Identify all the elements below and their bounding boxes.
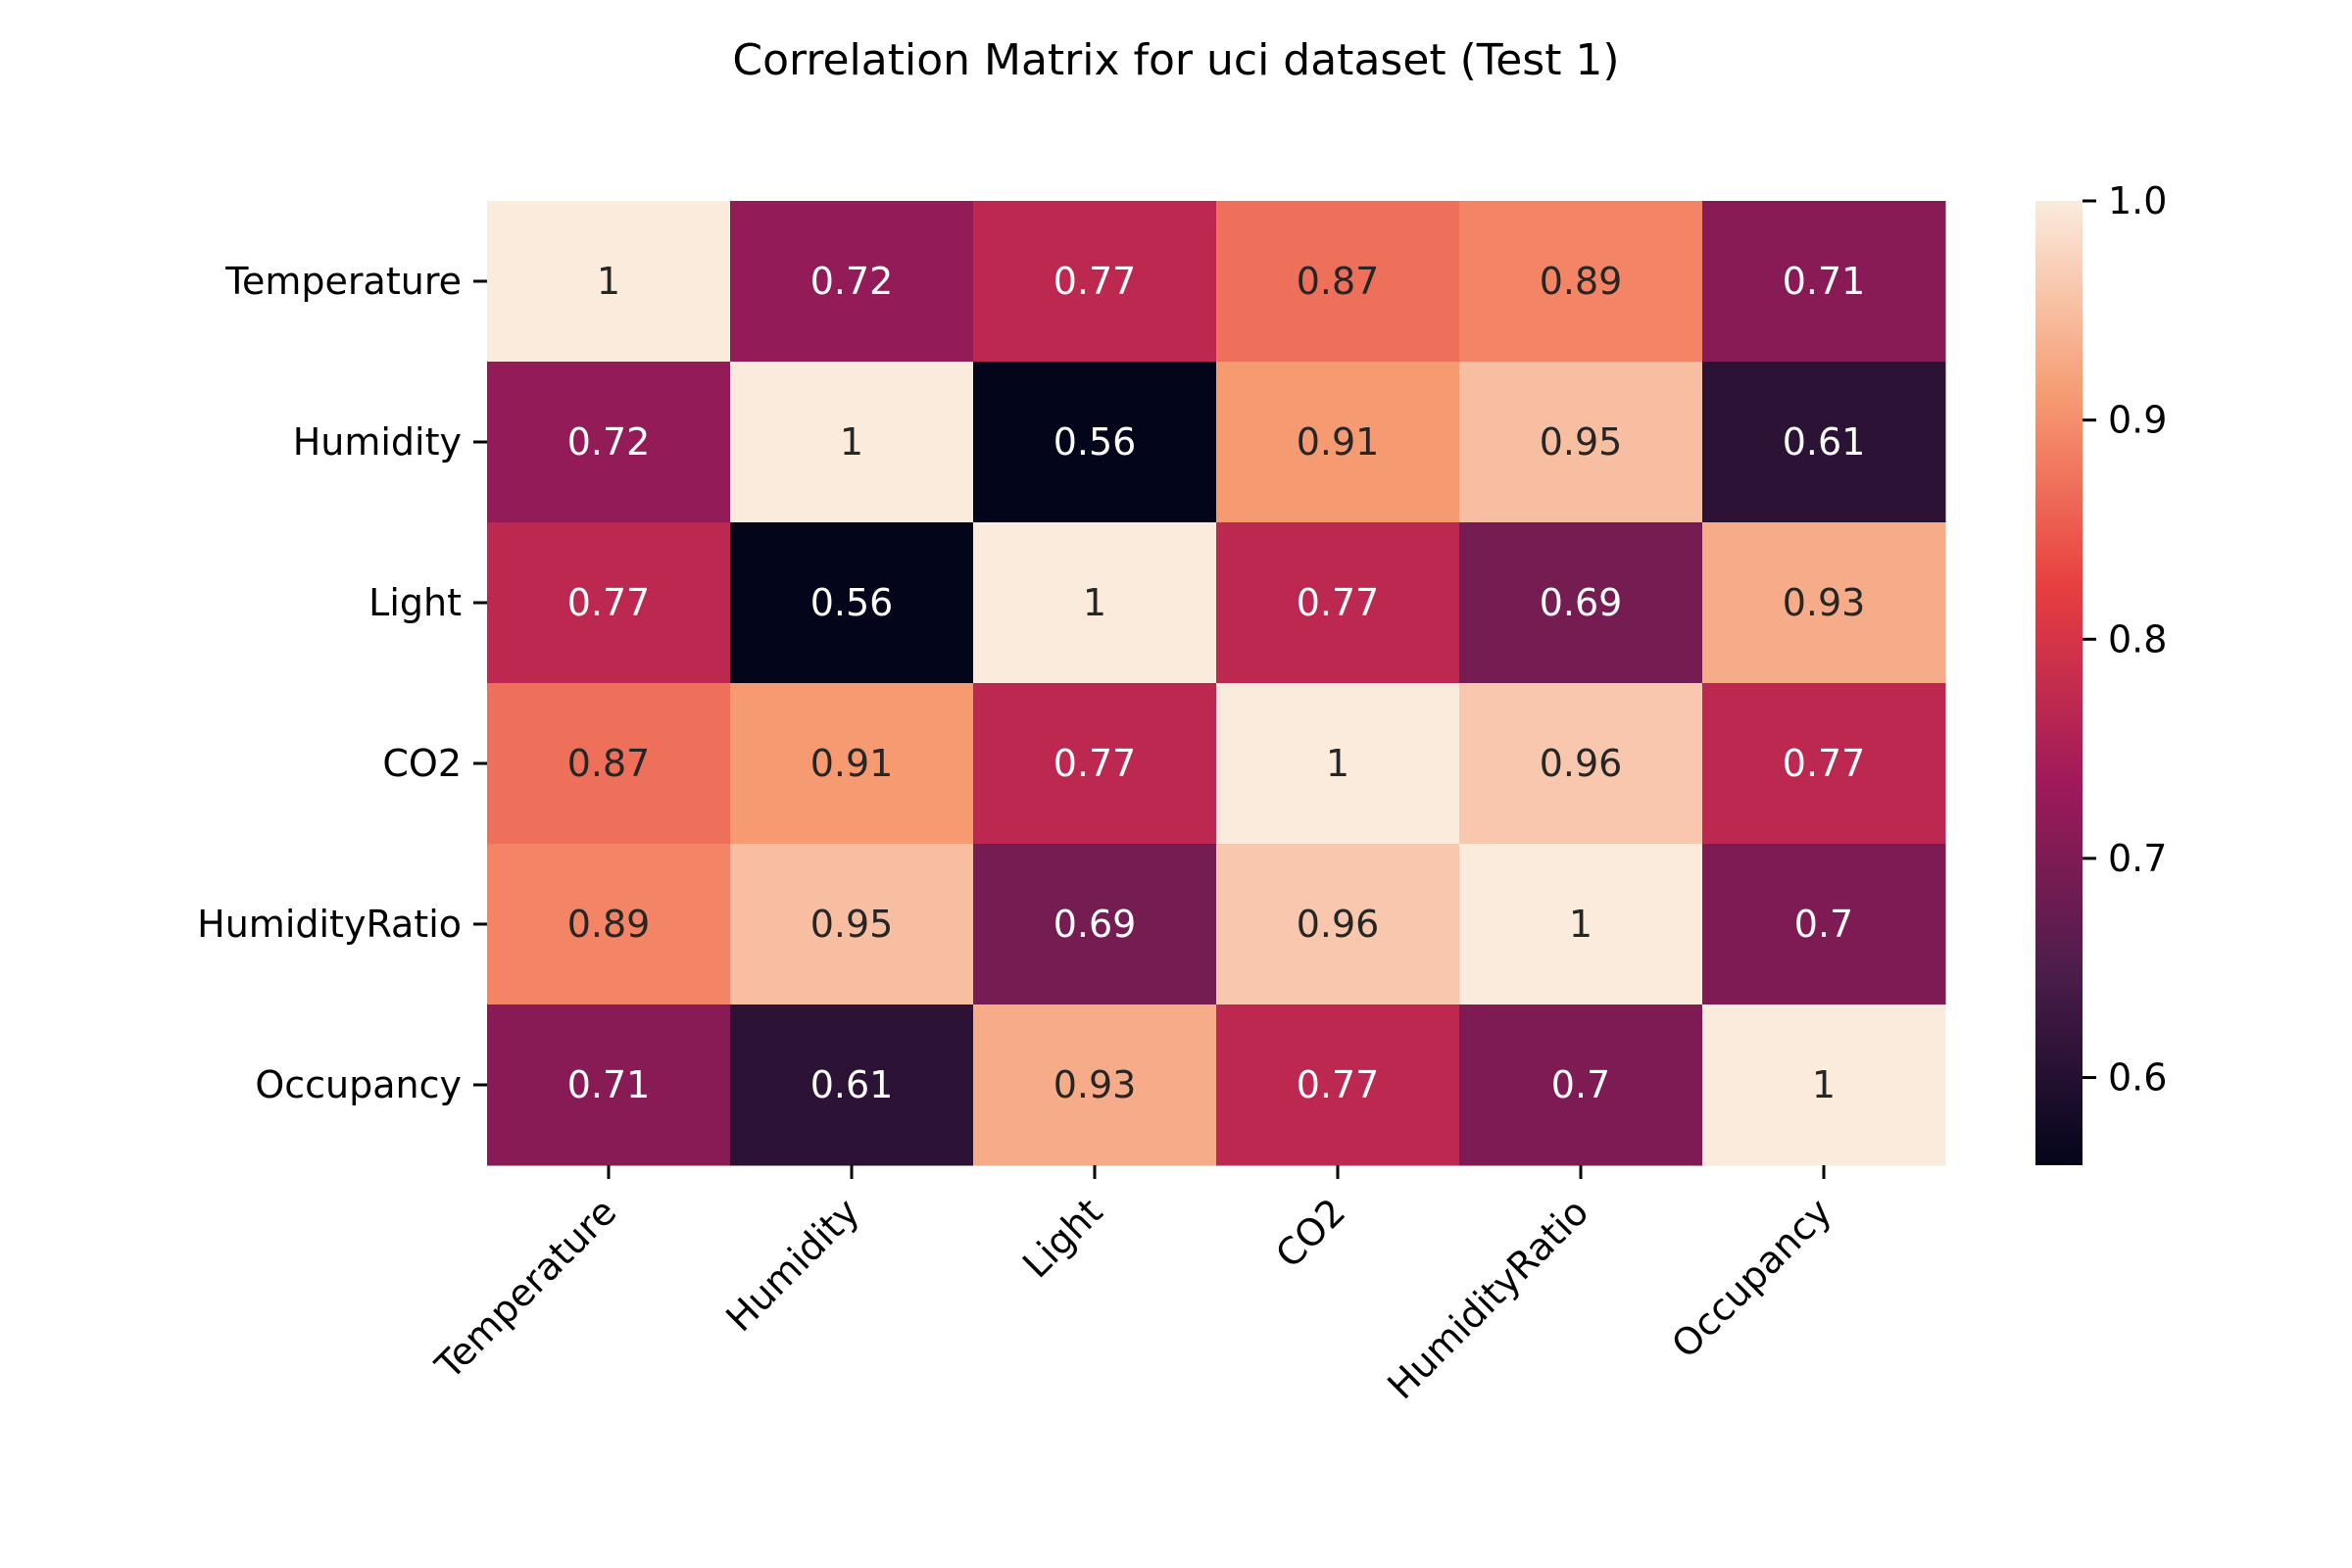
heatmap-cell bbox=[487, 362, 731, 523]
colorbar-gradient bbox=[2035, 201, 2082, 1165]
cell-value-label: 0.56 bbox=[1054, 420, 1137, 464]
heatmap-cell bbox=[1216, 201, 1460, 363]
y-axis-tick-labels: Temperature Humidity Light CO2 HumidityRatio… bbox=[197, 260, 487, 1106]
cell-value-label: 0.7 bbox=[1551, 1063, 1610, 1106]
heatmap-cell bbox=[1216, 362, 1460, 523]
cell-value-label: 0.93 bbox=[1054, 1063, 1137, 1106]
y-tick-label: CO2 bbox=[382, 742, 462, 785]
heatmap-cell bbox=[1702, 1004, 1946, 1166]
y-tick-label: Occupancy bbox=[255, 1063, 462, 1106]
y-tick-label: Temperature bbox=[224, 260, 462, 303]
cell-value-label: 0.71 bbox=[1783, 260, 1866, 303]
y-tick-label: Light bbox=[368, 581, 462, 624]
heatmap-cell bbox=[1459, 683, 1703, 845]
heatmap-cell bbox=[487, 1004, 731, 1166]
cell-value-label: 0.87 bbox=[567, 742, 651, 785]
cell-value-label: 0.72 bbox=[810, 260, 894, 303]
heatmap-cell bbox=[1459, 362, 1703, 523]
heatmap-cell bbox=[487, 522, 731, 684]
heatmap-cell bbox=[1216, 1004, 1460, 1166]
cell-value-label: 0.77 bbox=[1054, 742, 1137, 785]
cell-value-label: 0.77 bbox=[1054, 260, 1137, 303]
cell-value-label: 0.61 bbox=[810, 1063, 894, 1106]
x-tick-label: Light bbox=[1014, 1190, 1110, 1286]
cell-value-label: 0.69 bbox=[1540, 581, 1623, 624]
cell-value-label: 0.89 bbox=[1540, 260, 1623, 303]
colorbar-tick-label: 0.8 bbox=[2108, 617, 2167, 661]
cell-value-label: 1 bbox=[1083, 581, 1106, 624]
cell-value-label: 0.77 bbox=[1297, 581, 1380, 624]
x-tick-label: Humidity bbox=[717, 1190, 867, 1340]
colorbar-tick-label: 0.9 bbox=[2108, 399, 2167, 442]
cell-value-label: 0.71 bbox=[567, 1063, 651, 1106]
heatmap-cell bbox=[973, 683, 1217, 845]
x-tick-label: HumidityRatio bbox=[1379, 1190, 1596, 1407]
heatmap-cell bbox=[973, 522, 1217, 684]
heatmap-cell bbox=[973, 362, 1217, 523]
cell-value-label: 0.95 bbox=[810, 903, 894, 946]
cell-value-label: 0.87 bbox=[1297, 260, 1380, 303]
heatmap-cell bbox=[1702, 201, 1946, 363]
x-tick-label: Occupancy bbox=[1663, 1190, 1839, 1366]
cell-value-label: 1 bbox=[1326, 742, 1349, 785]
heatmap-cell bbox=[487, 201, 731, 363]
heatmap-cell bbox=[973, 201, 1217, 363]
x-axis-tick-labels: Temperature Humidity Light CO2 HumidityRatio… bbox=[426, 1165, 1839, 1407]
cell-value-label: 0.7 bbox=[1794, 903, 1853, 946]
colorbar: 0.6 0.7 0.8 0.9 1.0 bbox=[2035, 179, 2167, 1165]
heatmap-cells: 1 0.72 0.77 0.87 0.89 0.710.72 1 0.56 0.91 0.95 0.… bbox=[487, 201, 1946, 1166]
cell-value-label: 0.77 bbox=[567, 581, 651, 624]
heatmap-cell bbox=[730, 201, 974, 363]
cell-value-label: 0.95 bbox=[1540, 420, 1623, 464]
cell-value-label: 1 bbox=[597, 260, 620, 303]
heatmap-cell bbox=[1459, 844, 1703, 1005]
heatmap-cell bbox=[1702, 844, 1946, 1005]
heatmap-cell bbox=[730, 522, 974, 684]
x-tick-label: Temperature bbox=[426, 1190, 624, 1388]
cell-value-label: 0.89 bbox=[567, 903, 651, 946]
heatmap-cell bbox=[1459, 1004, 1703, 1166]
cell-value-label: 0.96 bbox=[1540, 742, 1623, 785]
heatmap-cell bbox=[1702, 362, 1946, 523]
heatmap-cell bbox=[730, 683, 974, 845]
heatmap-cell bbox=[730, 844, 974, 1005]
heatmap-cell bbox=[1702, 683, 1946, 845]
heatmap-cell bbox=[730, 362, 974, 523]
colorbar-tick-label: 0.7 bbox=[2108, 837, 2167, 880]
cell-value-label: 0.69 bbox=[1054, 903, 1137, 946]
cell-value-label: 0.91 bbox=[1297, 420, 1380, 464]
x-tick-label: CO2 bbox=[1267, 1190, 1353, 1276]
cell-value-label: 0.61 bbox=[1783, 420, 1866, 464]
cell-value-label: 0.77 bbox=[1783, 742, 1866, 785]
colorbar-tick-label: 0.6 bbox=[2108, 1056, 2167, 1100]
heatmap-cell bbox=[973, 844, 1217, 1005]
heatmap-cell bbox=[973, 1004, 1217, 1166]
colorbar-tick-label: 1.0 bbox=[2108, 179, 2167, 222]
heatmap-cell bbox=[1459, 522, 1703, 684]
heatmap-cell bbox=[487, 844, 731, 1005]
cell-value-label: 0.93 bbox=[1783, 581, 1866, 624]
heatmap-cell bbox=[1216, 522, 1460, 684]
cell-value-label: 0.56 bbox=[810, 581, 894, 624]
y-tick-label: HumidityRatio bbox=[197, 903, 462, 946]
y-tick-label: Humidity bbox=[293, 420, 462, 464]
cell-value-label: 1 bbox=[1569, 903, 1592, 946]
heatmap-cell bbox=[1459, 201, 1703, 363]
cell-value-label: 0.91 bbox=[810, 742, 894, 785]
chart-title: Correlation Matrix for uci dataset (Test… bbox=[732, 35, 1619, 85]
cell-value-label: 0.77 bbox=[1297, 1063, 1380, 1106]
heatmap-cell bbox=[1216, 683, 1460, 845]
cell-value-label: 1 bbox=[1812, 1063, 1836, 1106]
cell-value-label: 0.72 bbox=[567, 420, 651, 464]
heatmap-cell bbox=[1702, 522, 1946, 684]
cell-value-label: 1 bbox=[840, 420, 863, 464]
heatmap-cell bbox=[1216, 844, 1460, 1005]
heatmap-cell bbox=[730, 1004, 974, 1166]
heatmap-cell bbox=[487, 683, 731, 845]
cell-value-label: 0.96 bbox=[1297, 903, 1380, 946]
